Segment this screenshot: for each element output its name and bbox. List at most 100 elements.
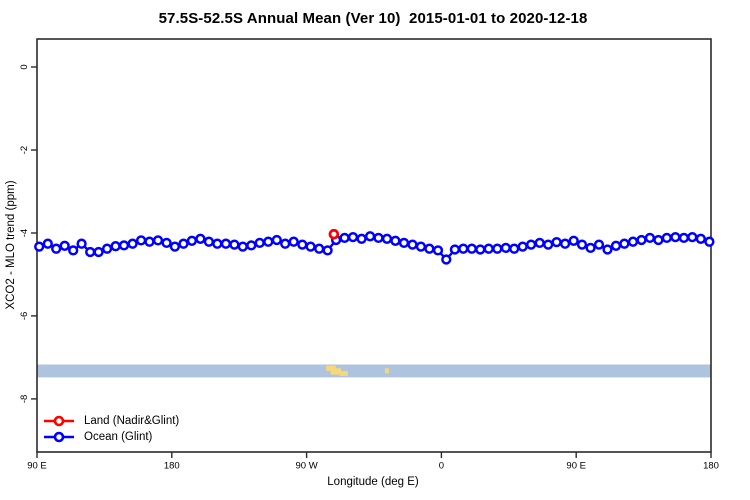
ocean-point xyxy=(559,238,571,249)
ocean-point xyxy=(373,232,384,244)
ocean-point xyxy=(305,241,316,252)
ocean-point xyxy=(254,237,265,249)
ocean-point xyxy=(144,236,155,247)
ocean-point xyxy=(271,234,282,246)
ocean-point xyxy=(118,240,130,251)
ocean-point xyxy=(627,236,639,247)
ocean-point xyxy=(229,239,240,250)
ocean-point xyxy=(59,240,70,251)
ocean-point xyxy=(695,233,706,244)
ocean-point xyxy=(127,238,138,249)
ocean-point xyxy=(678,232,690,244)
ocean-point xyxy=(314,243,325,254)
x-axis-title: Longitude (deg E) xyxy=(327,476,419,488)
ocean-point xyxy=(415,241,427,252)
x-tick-label: 90 E xyxy=(566,461,586,472)
x-tick-label: 90 E xyxy=(27,461,47,472)
legend-marker-land-icon xyxy=(44,415,74,427)
ocean-point xyxy=(398,237,410,249)
legend-label-land: Land (Nadir&Glint) xyxy=(84,415,180,427)
ocean-point xyxy=(237,241,248,252)
ocean-point xyxy=(101,243,113,254)
ocean-point xyxy=(610,240,622,251)
x-tick-label: 0 xyxy=(439,461,444,472)
ocean-point xyxy=(576,239,588,250)
map-band-land-patch xyxy=(384,368,389,374)
ocean-point xyxy=(500,242,511,254)
ocean-point xyxy=(534,237,545,249)
ocean-point xyxy=(169,241,181,252)
legend-entry-land: Land (Nadir&Glint) xyxy=(42,413,179,429)
ocean-point xyxy=(356,233,367,244)
ocean-point xyxy=(517,241,528,252)
ocean-point xyxy=(322,245,333,256)
ocean-point xyxy=(432,245,444,256)
ocean-point xyxy=(263,236,274,247)
ocean-point xyxy=(347,231,359,243)
map-band-land-patch xyxy=(330,368,342,375)
ocean-point xyxy=(297,239,308,250)
ocean-point xyxy=(593,239,605,250)
ocean-point xyxy=(68,245,79,256)
ocean-point xyxy=(288,236,299,247)
chart-title: 57.5S-52.5S Annual Mean (Ver 10) 2015-01… xyxy=(158,10,588,27)
ocean-point xyxy=(212,238,223,249)
y-tick-label: -4 xyxy=(19,229,30,237)
ocean-point xyxy=(195,233,206,244)
ocean-point xyxy=(687,231,698,243)
ocean-point xyxy=(543,239,554,250)
map-band-land-patch xyxy=(339,370,348,376)
ocean-point xyxy=(636,234,647,246)
ocean-point xyxy=(34,241,45,252)
ocean-point xyxy=(220,238,232,249)
y-tick-label: -8 xyxy=(19,395,30,403)
ocean-point xyxy=(483,243,494,254)
ocean-point xyxy=(585,242,596,254)
ocean-point xyxy=(704,236,715,247)
ocean-point xyxy=(661,232,672,244)
y-tick-label: 0 xyxy=(19,64,30,69)
ocean-point xyxy=(93,246,104,258)
ocean-point xyxy=(424,243,435,254)
x-tick-label: 180 xyxy=(164,461,180,472)
ocean-point xyxy=(110,241,121,252)
map-band-land-patch xyxy=(326,365,336,371)
legend-label-ocean: Ocean (Glint) xyxy=(84,431,153,443)
ocean-point xyxy=(466,243,477,254)
ocean-point xyxy=(492,243,503,254)
ocean-point xyxy=(85,246,96,258)
ocean-point xyxy=(280,238,291,249)
ocean-point xyxy=(449,244,461,255)
legend-entry-ocean: Ocean (Glint) xyxy=(42,429,152,445)
y-axis-title: XCO2 - MLO trend (ppm) xyxy=(5,180,17,310)
ocean-point xyxy=(670,231,681,243)
ocean-point xyxy=(525,239,537,250)
y-tick-label: -6 xyxy=(19,312,30,320)
legend-marker-ocean-icon xyxy=(44,431,74,443)
ocean-point xyxy=(381,233,393,244)
ocean-point xyxy=(458,243,469,254)
ocean-point xyxy=(619,238,630,249)
ocean-point xyxy=(186,235,198,246)
ocean-point xyxy=(390,235,401,246)
ocean-point xyxy=(42,238,53,249)
ocean-point xyxy=(76,238,87,249)
ocean-point xyxy=(135,235,147,246)
ocean-point xyxy=(203,236,215,247)
ocean-point xyxy=(364,231,376,242)
ocean-point xyxy=(339,232,350,244)
ocean-point xyxy=(407,239,418,250)
y-tick-label: -2 xyxy=(19,146,30,154)
ocean-point xyxy=(551,236,562,248)
x-tick-label: 180 xyxy=(703,461,719,472)
ocean-point xyxy=(441,254,452,265)
ocean-point xyxy=(152,235,164,246)
ocean-point xyxy=(644,232,656,244)
ocean-point xyxy=(51,243,62,254)
ocean-point xyxy=(178,238,189,249)
ocean-point xyxy=(161,237,172,249)
x-tick-label: 90 W xyxy=(296,461,318,472)
ocean-point xyxy=(568,235,579,246)
